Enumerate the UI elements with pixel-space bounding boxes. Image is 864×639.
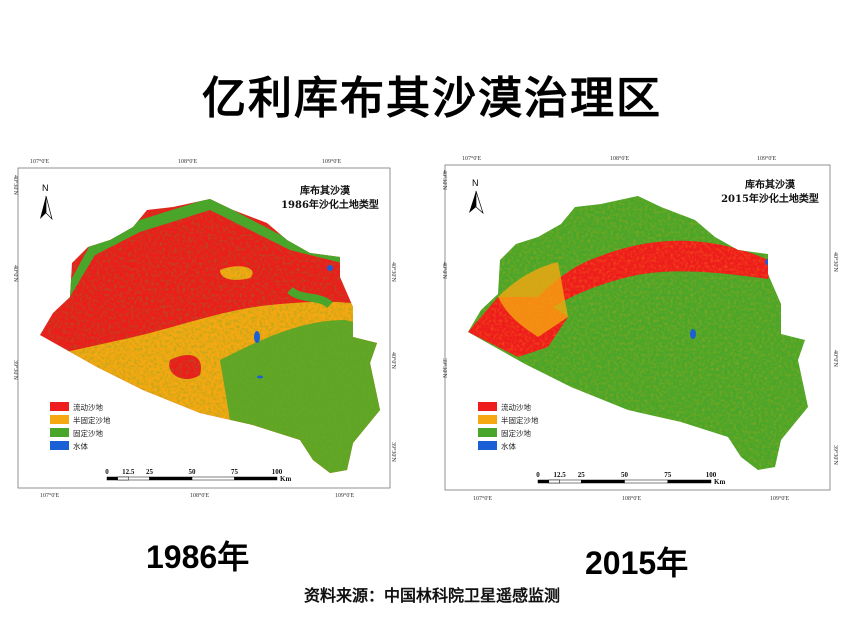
- lat-label: 39°30'N: [832, 445, 839, 465]
- scale-bar-label: 12.5: [554, 471, 567, 479]
- lat-label: 39°30'N: [390, 442, 397, 462]
- legend-label: 半固定沙地: [73, 415, 111, 425]
- lon-label: 108°0'E: [178, 158, 197, 165]
- lon-label: 109°0'E: [757, 155, 776, 162]
- legend-swatch: [478, 402, 497, 411]
- lat-label: 39°30'N: [441, 358, 448, 378]
- lat-label: 40°30'N: [390, 262, 397, 282]
- scale-bar-label: 25: [146, 468, 154, 476]
- legend-label: 水体: [73, 441, 88, 451]
- data-source: 资料来源：中国林科院卫星遥感监测: [303, 586, 560, 605]
- year-label-1986: 1986年: [146, 539, 250, 575]
- lon-label: 107°0'E: [40, 492, 59, 499]
- svg-text:N: N: [42, 183, 49, 193]
- legend-swatch: [478, 428, 497, 437]
- scale-bar-label: 0: [536, 471, 540, 479]
- legend-swatch: [478, 415, 497, 424]
- scale-bar-segment: [581, 479, 625, 484]
- lon-label: 107°0'E: [30, 158, 49, 165]
- legend-label: 半固定沙地: [501, 415, 539, 425]
- north-arrow-icon: N: [469, 178, 484, 215]
- map-title: 1986年沙化土地类型: [281, 198, 379, 211]
- lon-label: 107°0'E: [462, 155, 481, 162]
- map-title: 库布其沙漠: [745, 178, 796, 191]
- lon-label: 108°0'E: [622, 495, 641, 502]
- scale-bar-unit: Km: [280, 475, 291, 483]
- map-frame: [444, 164, 831, 491]
- lat-label: 40°0'N: [832, 350, 839, 367]
- scale-bar-label: 50: [621, 471, 629, 479]
- scale-bar-label: 100: [706, 471, 717, 479]
- lat-label: 40°30'N: [12, 175, 19, 195]
- scale-bar-unit: Km: [714, 478, 725, 486]
- scale-bar-segment: [149, 476, 193, 481]
- lat-label: 39°30'N: [12, 360, 19, 380]
- legend-label: 流动沙地: [73, 402, 103, 412]
- legend-swatch: [50, 441, 69, 450]
- svg-text:N: N: [472, 178, 479, 188]
- scale-bar-label: 50: [189, 468, 197, 476]
- lat-label: 40°30'N: [832, 252, 839, 272]
- scale-bar-label: 0: [105, 468, 109, 476]
- map-1986-overlay: 107°0'E 108°0'E 109°0'E 107°0'E 108°0'E …: [12, 158, 397, 499]
- lat-label: 40°30'N: [441, 170, 448, 190]
- lat-label: 40°0'N: [12, 265, 19, 282]
- lon-label: 107°0'E: [473, 495, 492, 502]
- map-1986: [17, 167, 391, 489]
- scale-bar-segment: [559, 479, 582, 484]
- north-arrow-icon: N: [40, 183, 53, 221]
- legend-swatch: [50, 402, 69, 411]
- scale-bar-label: 75: [231, 468, 239, 476]
- lon-label: 109°0'E: [770, 495, 789, 502]
- legend-swatch: [478, 441, 497, 450]
- legend-label: 固定沙地: [501, 428, 531, 438]
- lat-label: 40°0'N: [390, 352, 397, 369]
- legend-label: 水体: [501, 441, 516, 451]
- scale-bar-label: 12.5: [122, 468, 135, 476]
- legend-label: 流动沙地: [501, 402, 531, 412]
- map-title: 库布其沙漠: [300, 184, 351, 197]
- year-label-2015: 2015年: [585, 545, 689, 581]
- legend-swatch: [50, 415, 69, 424]
- scale-bar-segment: [191, 476, 235, 481]
- lon-label: 109°0'E: [335, 492, 354, 499]
- map-2015-overlay: 107°0'E 108°0'E 109°0'E 107°0'E 108°0'E …: [441, 155, 839, 502]
- scale-bar-label: 25: [578, 471, 586, 479]
- scale-bar-segment: [548, 479, 560, 484]
- lon-label: 109°0'E: [322, 158, 341, 165]
- scale-bar-segment: [624, 479, 668, 484]
- map-title: 2015年沙化土地类型: [721, 192, 819, 205]
- legend-swatch: [50, 428, 69, 437]
- lat-label: 40°0'N: [441, 262, 448, 279]
- scale-bar-segment: [234, 476, 278, 481]
- page-title: 亿利库布其沙漠治理区: [202, 73, 662, 124]
- scale-bar-segment: [667, 479, 712, 484]
- scale-bar-label: 75: [664, 471, 672, 479]
- legend-label: 固定沙地: [73, 428, 103, 438]
- scale-bar-label: 100: [272, 468, 283, 476]
- lon-label: 108°0'E: [190, 492, 209, 499]
- scale-bar-segment: [128, 476, 150, 481]
- map-frame: [17, 167, 391, 489]
- lon-label: 108°0'E: [610, 155, 629, 162]
- scale-bar-segment: [117, 476, 129, 481]
